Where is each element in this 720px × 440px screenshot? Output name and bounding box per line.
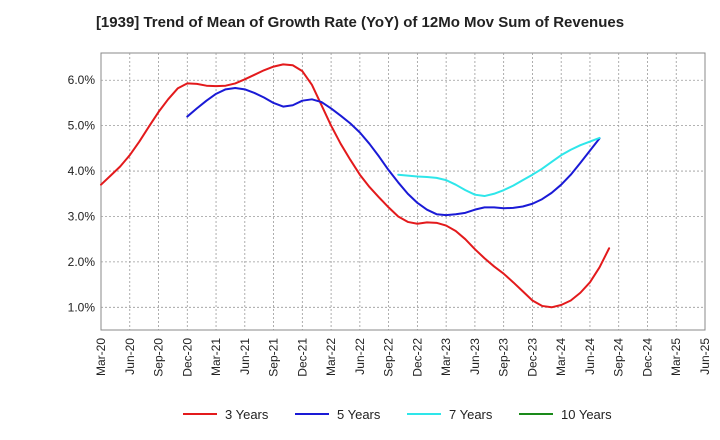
series-layer bbox=[100, 63, 611, 309]
y-tick-label: 1.0% bbox=[68, 300, 96, 314]
x-tick-label: Mar-23 bbox=[439, 338, 453, 376]
x-tick-label: Jun-24 bbox=[583, 338, 597, 375]
legend-label-7-years: 7 Years bbox=[449, 407, 493, 422]
x-tick-label: Mar-24 bbox=[554, 338, 568, 376]
x-tick-label: Jun-23 bbox=[468, 338, 482, 375]
y-tick-label: 6.0% bbox=[68, 73, 96, 87]
x-tick-label: Dec-21 bbox=[295, 338, 309, 377]
x-tick-label: Jun-25 bbox=[698, 338, 712, 375]
x-tick-label: Mar-21 bbox=[209, 338, 223, 376]
x-tick-label: Dec-24 bbox=[640, 338, 654, 377]
axis-layer: Mar-20 Jun-20 Sep-20 Dec-20 Mar-21 Jun-21 Sep-… bbox=[68, 73, 712, 376]
plot-area bbox=[100, 52, 706, 331]
x-tick-label: Jun-22 bbox=[353, 338, 367, 375]
series-line-7-years bbox=[397, 136, 601, 198]
x-tick-label: Mar-25 bbox=[669, 338, 683, 376]
series-line-5-years bbox=[186, 86, 601, 217]
x-tick-label: Dec-23 bbox=[525, 338, 539, 377]
y-tick-label: 5.0% bbox=[68, 119, 96, 133]
x-tick-label: Jun-21 bbox=[238, 338, 252, 375]
chart-title: [1939] Trend of Mean of Growth Rate (YoY… bbox=[95, 14, 625, 31]
x-tick-label: Sep-23 bbox=[497, 338, 511, 377]
series-line-3-years bbox=[100, 63, 611, 309]
y-tick-label: 2.0% bbox=[68, 255, 96, 269]
legend: 3 Years 5 Years 7 Years 10 Years bbox=[183, 407, 612, 422]
x-tick-label: Mar-20 bbox=[94, 338, 108, 376]
x-tick-label: Dec-20 bbox=[180, 338, 194, 377]
x-tick-label: Sep-21 bbox=[267, 338, 281, 377]
legend-label-3-years: 3 Years bbox=[225, 407, 269, 422]
grid-layer bbox=[101, 53, 705, 330]
legend-label-10-years: 10 Years bbox=[561, 407, 612, 422]
y-tick-label: 3.0% bbox=[68, 209, 96, 223]
x-tick-label: Sep-20 bbox=[152, 338, 166, 377]
x-tick-label: Jun-20 bbox=[123, 338, 137, 375]
x-tick-label: Sep-22 bbox=[382, 338, 396, 377]
y-tick-label: 4.0% bbox=[68, 164, 96, 178]
legend-label-5-years: 5 Years bbox=[337, 407, 381, 422]
x-tick-label: Dec-22 bbox=[410, 338, 424, 377]
x-tick-label: Mar-22 bbox=[324, 338, 338, 376]
x-tick-label: Sep-24 bbox=[612, 338, 626, 377]
